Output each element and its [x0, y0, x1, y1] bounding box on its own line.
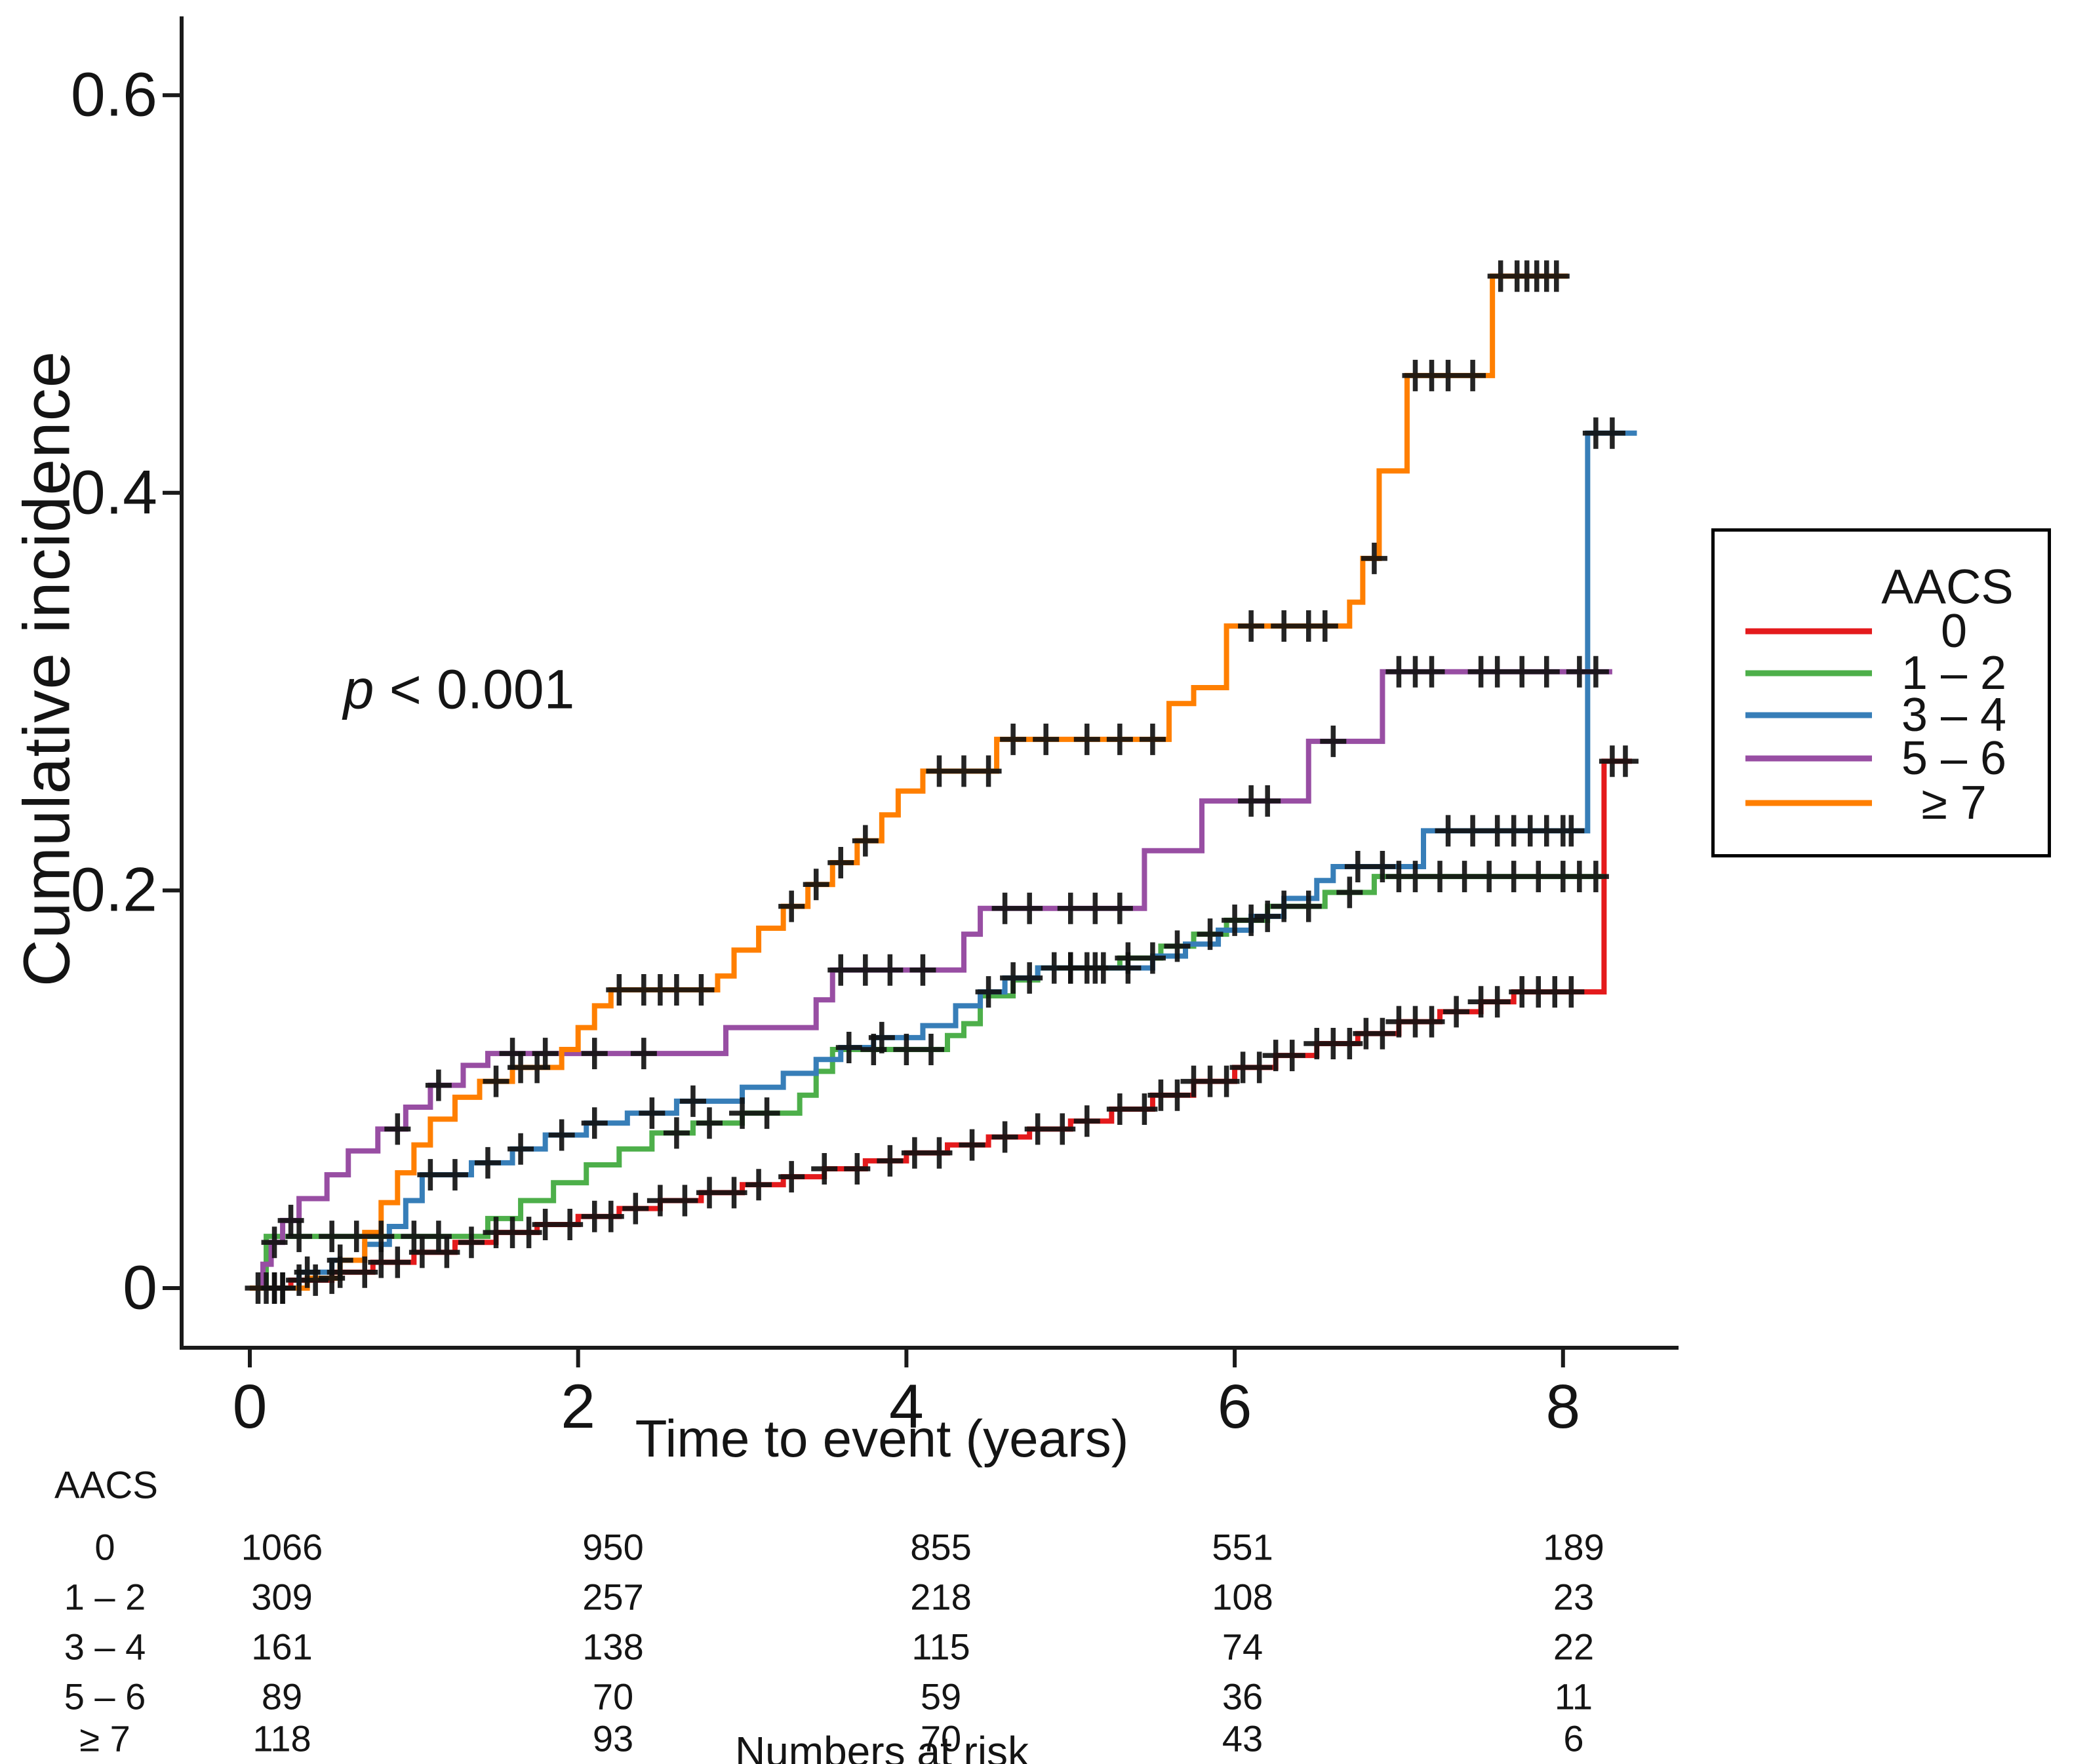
risk-table-header: AACS — [54, 1464, 158, 1507]
x-tick-label: 8 — [1545, 1372, 1581, 1441]
risk-row-label: ≥ 7 — [79, 1717, 130, 1759]
risk-count: 855 — [910, 1526, 972, 1568]
legend-item-label: 3 – 4 — [1901, 689, 2007, 741]
censor-marks-3 — [261, 656, 1609, 1259]
censor-marks-4 — [261, 260, 1570, 1304]
risk-count: 189 — [1543, 1526, 1604, 1568]
risk-count: 6 — [1563, 1717, 1584, 1759]
series-line-2 — [250, 430, 1637, 1291]
risk-count: 950 — [582, 1526, 644, 1568]
legend-line-sample — [1745, 755, 1872, 762]
risk-count: 108 — [1212, 1576, 1273, 1618]
legend-item-label: 0 — [1940, 605, 1968, 657]
risk-count: 551 — [1212, 1526, 1273, 1568]
x-tick-label: 6 — [1217, 1372, 1252, 1441]
legend-line-sample — [1745, 670, 1872, 676]
risk-row-label: 5 – 6 — [64, 1676, 146, 1717]
p-value-text: < 0.001 — [374, 658, 575, 720]
risk-count: 36 — [1222, 1676, 1263, 1717]
legend-item-label: ≥ 7 — [1921, 777, 1987, 829]
series-curves — [250, 273, 1637, 1291]
risk-row-label: 1 – 2 — [64, 1576, 146, 1618]
risk-row-label: 3 – 4 — [64, 1626, 146, 1668]
x-axis-title: Time to event (years) — [635, 1409, 1129, 1468]
risk-count: 309 — [251, 1576, 313, 1618]
x-tick-label: 0 — [232, 1372, 268, 1441]
risk-count: 70 — [592, 1676, 634, 1717]
risk-row-label: 0 — [94, 1526, 115, 1568]
p-value-annotation: p < 0.001 — [344, 658, 575, 722]
risk-count: 138 — [582, 1626, 644, 1668]
y-tick-label: 0.4 — [70, 458, 157, 528]
legend-item-label: 5 – 6 — [1901, 732, 2007, 785]
risk-count: 74 — [1222, 1626, 1263, 1668]
y-tick-label: 0 — [123, 1253, 157, 1323]
risk-count: 70 — [920, 1717, 962, 1759]
axis-ticks — [163, 93, 1565, 1367]
risk-count: 115 — [911, 1626, 970, 1668]
censor-marks — [245, 260, 1639, 1304]
risk-count: 257 — [582, 1576, 644, 1618]
risk-count: 1066 — [241, 1526, 323, 1568]
series-line-4 — [250, 273, 1568, 1291]
y-tick-label: 0.6 — [70, 60, 157, 130]
legend-line-sample — [1745, 800, 1872, 806]
risk-count: 11 — [1554, 1676, 1593, 1717]
legend-title: AACS — [1881, 559, 2014, 614]
legend-line-sample — [1745, 712, 1872, 718]
risk-table-caption: Numbers at risk — [734, 1728, 1029, 1764]
risk-count: 118 — [252, 1717, 311, 1759]
censor-marks-1 — [286, 861, 1609, 1253]
series-line-1 — [250, 874, 1604, 1291]
risk-count: 161 — [251, 1626, 313, 1668]
risk-count: 22 — [1553, 1626, 1595, 1668]
risk-count: 93 — [592, 1717, 634, 1759]
censor-marks-0 — [245, 745, 1639, 1304]
risk-count: 23 — [1553, 1576, 1595, 1618]
risk-count: 89 — [261, 1676, 303, 1717]
series-line-3 — [250, 669, 1612, 1291]
x-tick-label: 4 — [888, 1372, 924, 1441]
p-symbol: p — [343, 658, 374, 720]
y-tick-label: 0.2 — [70, 855, 157, 925]
x-tick-label: 2 — [561, 1372, 596, 1441]
legend-item-label: 1 – 2 — [1901, 647, 2007, 699]
risk-count: 43 — [1222, 1717, 1263, 1759]
risk-count: 218 — [910, 1576, 972, 1618]
risk-count: 59 — [920, 1676, 962, 1717]
legend-line-sample — [1745, 628, 1872, 635]
